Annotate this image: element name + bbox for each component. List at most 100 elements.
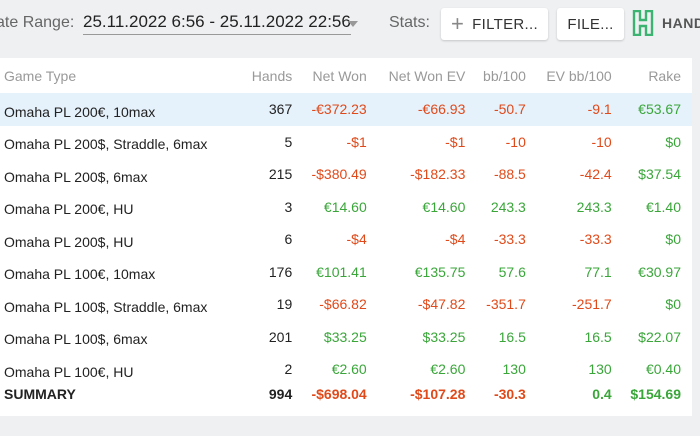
table-row[interactable]: Omaha PL 100$, 6max 201 $33.25 $33.25 16.5 16…	[0, 321, 692, 354]
cell-ev-bb100: 77.1	[584, 263, 612, 280]
cell-rake: €30.97	[638, 263, 681, 280]
cell-ev-bb100: 0.4	[592, 385, 612, 402]
file-button[interactable]: FILE...	[557, 8, 624, 40]
cell-rake: $0	[665, 133, 681, 150]
filter-button-label: FILTER...	[472, 15, 538, 33]
cell-ev-bb100: -42.4	[579, 166, 612, 183]
cell-ev-bb100: -251.7	[572, 296, 612, 313]
cell-bb100: -88.5	[493, 166, 526, 183]
cell-hands: 3	[284, 198, 293, 215]
cell-net-won-ev: -$182.33	[410, 166, 466, 183]
cell-game-type: SUMMARY	[4, 385, 76, 402]
cell-net-won-ev: -$1	[445, 133, 466, 150]
logo-text: HAND	[662, 15, 700, 31]
cell-bb100: -50.7	[476, 93, 537, 126]
header-net-won[interactable]: Net Won	[312, 67, 367, 84]
cell-bb100: -30.3	[493, 385, 526, 402]
cell-net-won: -$4	[346, 231, 367, 248]
cell-bb100: -33.3	[493, 231, 526, 248]
cell-bb100: 57.6	[498, 263, 526, 280]
header-ev-bb100[interactable]: EV bb/100	[546, 67, 612, 84]
cell-hands: 215	[268, 166, 293, 183]
table-row[interactable]: Omaha PL 200€, HU 3 €14.60 €14.60 243.3 243.3…	[0, 191, 692, 224]
cell-ev-bb100: 130	[588, 361, 612, 378]
toolbar: ate Range: 25.11.2022 6:56 - 25.11.2022 …	[0, 0, 700, 50]
table-header-row: Game Type Hands Net Won Net Won EV bb/10…	[0, 58, 692, 93]
cell-net-won: $33.25	[323, 328, 367, 345]
cell-hands: 6	[284, 231, 293, 248]
cell-bb100: -10	[505, 133, 526, 150]
cell-rake: $0	[665, 296, 681, 313]
cell-net-won: -$66.82	[319, 296, 367, 313]
cell-hands: 19	[276, 296, 293, 313]
cell-ev-bb100: -10	[591, 133, 612, 150]
date-range-label: ate Range:	[0, 14, 75, 31]
table-row[interactable]: Omaha PL 200$, Straddle, 6max 5 -$1 -$1 -10 -…	[0, 126, 692, 159]
cell-ev-bb100: -33.3	[579, 231, 612, 248]
cell-hands: 201	[268, 328, 293, 345]
cell-hands: 2	[284, 361, 293, 378]
stats-table: Game Type Hands Net Won Net Won EV bb/10…	[0, 58, 692, 410]
cell-net-won-ev: -$47.82	[417, 296, 466, 313]
cell-net-won-ev: -$107.28	[410, 385, 466, 402]
summary-row[interactable]: SUMMARY 994 -$698.04 -$107.28 -30.3 0.4 $154.6…	[0, 386, 692, 410]
cell-bb100: 243.3	[490, 198, 526, 215]
cell-hands: 367	[245, 93, 304, 126]
cell-net-won: -$380.49	[311, 166, 367, 183]
cell-rake: €1.40	[645, 198, 681, 215]
cell-hands: 176	[268, 263, 293, 280]
cell-net-won-ev: $33.25	[422, 328, 466, 345]
plus-icon: +	[451, 11, 465, 36]
header-net-won-ev[interactable]: Net Won EV	[388, 67, 466, 84]
cell-game-type: Omaha PL 200€, 10max	[0, 93, 246, 126]
stats-label: Stats:	[389, 14, 430, 31]
table-row[interactable]: Omaha PL 100$, Straddle, 6max 19 -$66.82 -$…	[0, 288, 692, 321]
cell-net-won: -$1	[346, 133, 367, 150]
cell-rake: $0	[665, 231, 681, 248]
cell-net-won-ev: €2.60	[430, 361, 466, 378]
cell-net-won: €2.60	[331, 361, 367, 378]
table-row[interactable]: Omaha PL 200€, 10max 367 -€372.23 -€66.93 -5…	[0, 93, 692, 126]
cell-net-won: €101.41	[316, 263, 367, 280]
cell-game-type: Omaha PL 100€, HU	[4, 363, 134, 380]
cell-rake: $22.07	[638, 328, 681, 345]
header-hands[interactable]: Hands	[251, 67, 293, 84]
cell-net-won-ev: €14.60	[422, 198, 466, 215]
cell-game-type: Omaha PL 100$, Straddle, 6max	[4, 298, 208, 315]
hand2note-logo-icon	[632, 10, 654, 36]
cell-game-type: Omaha PL 100$, 6max	[4, 331, 148, 348]
cell-ev-bb100: 243.3	[576, 198, 612, 215]
table-row[interactable]: Omaha PL 200$, HU 6 -$4 -$4 -33.3 -33.3 $0	[0, 223, 692, 256]
table-row[interactable]: Omaha PL 200$, 6max 215 -$380.49 -$182.33 -8…	[0, 158, 692, 191]
cell-net-won: -€372.23	[303, 93, 378, 126]
cell-net-won-ev: €135.75	[414, 263, 466, 280]
file-button-label: FILE...	[567, 15, 614, 33]
header-game-type[interactable]: Game Type	[4, 67, 77, 84]
cell-game-type: Omaha PL 100€, 10max	[4, 266, 156, 283]
table-row[interactable]: Omaha PL 100€, 10max 176 €101.41 €135.75 57.…	[0, 256, 692, 289]
cell-net-won-ev: -€66.93	[377, 93, 477, 126]
cell-rake: €53.67	[622, 93, 692, 126]
cell-net-won-ev: -$4	[445, 231, 466, 248]
cell-rake: €0.40	[645, 361, 681, 378]
cell-game-type: Omaha PL 200€, HU	[4, 201, 134, 218]
table-row[interactable]: Omaha PL 100€, HU 2 €2.60 €2.60 130 130 €0.40	[0, 353, 692, 386]
date-range-select[interactable]: 25.11.2022 6:56 - 25.11.2022 22:56	[83, 12, 351, 35]
header-rake[interactable]: Rake	[648, 67, 681, 84]
cell-game-type: Omaha PL 200$, Straddle, 6max	[4, 136, 208, 153]
cell-hands: 994	[268, 385, 293, 402]
cell-game-type: Omaha PL 200$, HU	[4, 233, 134, 250]
cell-net-won: -$698.04	[311, 385, 367, 402]
cell-game-type: Omaha PL 200$, 6max	[4, 168, 148, 185]
app-logo: HAND	[632, 10, 700, 36]
cell-bb100: 16.5	[498, 328, 526, 345]
caret-down-icon[interactable]	[348, 21, 358, 27]
header-bb100[interactable]: bb/100	[483, 67, 526, 84]
cell-bb100: 130	[502, 361, 526, 378]
filter-button[interactable]: + FILTER...	[441, 8, 548, 40]
cell-net-won: €14.60	[323, 198, 367, 215]
cell-bb100: -351.7	[486, 296, 526, 313]
cell-ev-bb100: 16.5	[584, 328, 612, 345]
cell-rake: $37.54	[638, 166, 681, 183]
cell-hands: 5	[284, 133, 293, 150]
